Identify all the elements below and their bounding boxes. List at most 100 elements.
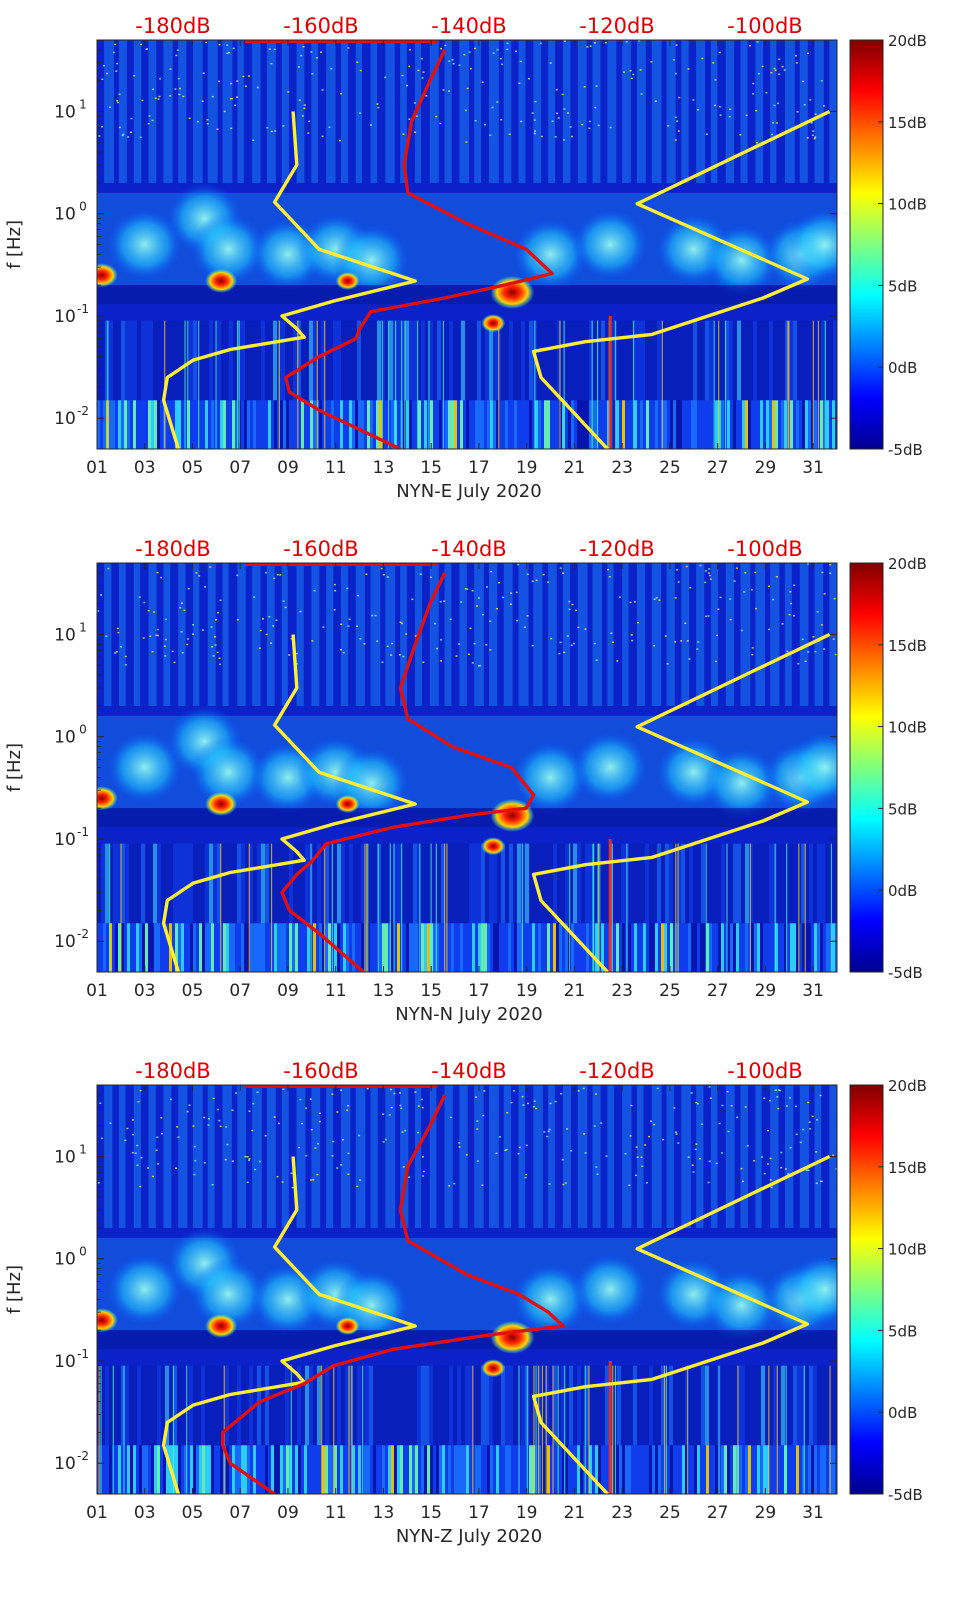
colorbar-label: 20dB xyxy=(888,32,927,50)
db-axis-label: -160dB xyxy=(283,1059,358,1083)
x-tick-label: 17 xyxy=(468,1503,490,1523)
x-tick-label: 01 xyxy=(86,458,108,478)
spectrogram-panel-1: 01 03 05 07 09 11 13 15 17 19 21 23 25 27 29 3110-210-1… xyxy=(4,14,927,502)
y-tick-exponent: 1 xyxy=(79,97,87,111)
colorbar-label: 20dB xyxy=(888,555,927,573)
colorbar-label: -5dB xyxy=(888,1486,923,1504)
x-tick-label: 03 xyxy=(134,458,156,478)
spectrogram-image xyxy=(97,40,837,449)
colorbar-label: 10dB xyxy=(888,719,927,737)
y-tick-exponent: 1 xyxy=(79,1142,87,1156)
db-axis-label: -140dB xyxy=(431,537,506,561)
x-tick-label: 07 xyxy=(229,1503,251,1523)
x-tick-label: 15 xyxy=(420,458,442,478)
x-tick-label: 17 xyxy=(468,458,490,478)
x-tick-label: 05 xyxy=(182,1503,204,1523)
x-tick-label: 23 xyxy=(611,458,633,478)
x-axis-label: NYN-N July 2020 xyxy=(395,1004,543,1025)
y-tick-exponent: 0 xyxy=(79,723,87,737)
db-axis-label: -100dB xyxy=(727,537,802,561)
x-axis-label: NYN-Z July 2020 xyxy=(396,1526,542,1547)
x-tick-label: 11 xyxy=(325,1503,347,1523)
y-tick-label: 10 xyxy=(54,830,76,850)
x-tick-label: 25 xyxy=(659,1503,681,1523)
db-axis-label: -180dB xyxy=(135,14,210,38)
colorbar-label: 5dB xyxy=(888,1322,917,1340)
x-tick-label: 31 xyxy=(802,458,824,478)
x-tick-label: 03 xyxy=(134,1503,156,1523)
colorbar-label: 15dB xyxy=(888,114,927,132)
y-tick-exponent: -2 xyxy=(77,404,89,418)
db-axis-label: -180dB xyxy=(135,1059,210,1083)
x-tick-label: 21 xyxy=(564,458,586,478)
y-tick-label: 10 xyxy=(54,1454,76,1474)
y-tick-label: 10 xyxy=(54,409,76,429)
x-tick-label: 07 xyxy=(229,981,251,1001)
y-axis-label: f [Hz] xyxy=(4,743,25,792)
x-tick-label: 05 xyxy=(182,458,204,478)
y-tick-label: 10 xyxy=(54,932,76,952)
db-axis-label: -160dB xyxy=(283,14,358,38)
y-tick-exponent: -1 xyxy=(77,302,89,316)
colorbar-label: 5dB xyxy=(888,800,917,818)
colorbar-label: 10dB xyxy=(888,196,927,214)
colorbar-label: 20dB xyxy=(888,1077,927,1095)
y-tick-label: 10 xyxy=(54,205,76,225)
yellow-noise-curve-1 xyxy=(161,111,417,449)
x-tick-label: 31 xyxy=(802,1503,824,1523)
x-tick-label: 15 xyxy=(420,1503,442,1523)
x-tick-label: 11 xyxy=(325,981,347,1001)
x-tick-label: 13 xyxy=(373,981,395,1001)
spectrogram-image xyxy=(97,1085,837,1494)
db-axis-label: -120dB xyxy=(579,14,654,38)
x-tick-label: 27 xyxy=(707,1503,729,1523)
x-tick-label: 31 xyxy=(802,981,824,1001)
y-tick-label: 10 xyxy=(54,307,76,327)
x-tick-label: 27 xyxy=(707,981,729,1001)
y-tick-label: 10 xyxy=(54,625,76,645)
colorbar-label: 0dB xyxy=(888,882,917,900)
x-tick-label: 07 xyxy=(229,458,251,478)
colorbar-label: 0dB xyxy=(888,359,917,377)
yellow-noise-curve-2 xyxy=(531,109,831,449)
spectrogram-panel-2: 01 03 05 07 09 11 13 15 17 19 21 23 25 27 29 3110-210-1… xyxy=(4,537,927,1025)
spectrogram-image xyxy=(97,563,837,972)
x-tick-label: 29 xyxy=(755,981,777,1001)
x-tick-label: 13 xyxy=(373,1503,395,1523)
db-axis-label: -100dB xyxy=(727,14,802,38)
colorbar-label: 10dB xyxy=(888,1241,927,1259)
db-axis-label: -120dB xyxy=(579,537,654,561)
x-tick-label: 01 xyxy=(86,1503,108,1523)
x-tick-label: 09 xyxy=(277,1503,299,1523)
x-tick-label: 23 xyxy=(611,981,633,1001)
db-axis-label: -180dB xyxy=(135,537,210,561)
x-tick-label: 25 xyxy=(659,981,681,1001)
yellow-noise-curve-2 xyxy=(531,632,831,972)
db-axis-label: -100dB xyxy=(727,1059,802,1083)
x-tick-label: 29 xyxy=(755,458,777,478)
x-tick-label: 03 xyxy=(134,981,156,1001)
x-tick-label: 09 xyxy=(277,981,299,1001)
db-axis-label: -140dB xyxy=(431,14,506,38)
yellow-noise-curve-1 xyxy=(161,634,417,972)
yellow-noise-curve-2 xyxy=(531,1154,831,1494)
colorbar xyxy=(849,562,884,973)
y-tick-label: 10 xyxy=(54,728,76,748)
colorbar-label: -5dB xyxy=(888,964,923,982)
x-tick-label: 29 xyxy=(755,1503,777,1523)
x-tick-label: 19 xyxy=(516,1503,538,1523)
x-tick-label: 23 xyxy=(611,1503,633,1523)
x-tick-label: 21 xyxy=(564,1503,586,1523)
y-tick-label: 10 xyxy=(54,1147,76,1167)
colorbar xyxy=(849,1084,884,1495)
y-axis-label: f [Hz] xyxy=(4,220,25,269)
y-tick-exponent: -2 xyxy=(77,1449,89,1463)
db-axis-label: -120dB xyxy=(579,1059,654,1083)
y-tick-exponent: 1 xyxy=(79,620,87,634)
colorbar-label: -5dB xyxy=(888,441,923,459)
y-axis-label: f [Hz] xyxy=(4,1265,25,1314)
y-tick-label: 10 xyxy=(54,1352,76,1372)
x-tick-label: 09 xyxy=(277,458,299,478)
red-noise-curve xyxy=(284,49,554,449)
